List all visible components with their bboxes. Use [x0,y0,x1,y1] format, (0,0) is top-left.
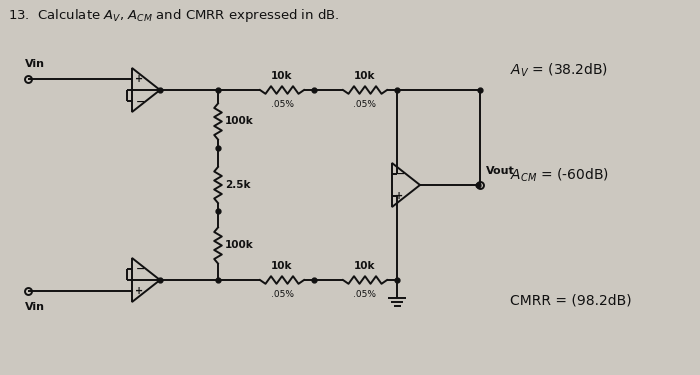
Text: .05%: .05% [354,100,377,109]
Text: .05%: .05% [270,290,293,299]
Text: +: + [136,286,144,297]
Text: Vin: Vin [25,58,45,69]
Text: −: − [136,96,145,106]
Text: −: − [136,264,145,273]
Text: 10k: 10k [354,71,376,81]
Text: .05%: .05% [270,100,293,109]
Text: 100k: 100k [225,240,253,250]
Text: 2.5k: 2.5k [225,180,251,190]
Text: .05%: .05% [354,290,377,299]
Text: −: − [395,168,405,178]
Text: Vin: Vin [25,303,45,312]
Text: CMRR = (98.2dB): CMRR = (98.2dB) [510,293,631,307]
Text: 100k: 100k [225,117,253,126]
Text: $A_V$ = (38.2dB): $A_V$ = (38.2dB) [510,61,608,79]
Text: Vout: Vout [486,166,514,176]
Text: 13.  Calculate $A_V$, $A_{CM}$ and CMRR expressed in dB.: 13. Calculate $A_V$, $A_{CM}$ and CMRR e… [8,7,340,24]
Text: 10k: 10k [272,71,293,81]
Text: +: + [136,74,144,84]
Text: +: + [395,192,404,201]
Text: 10k: 10k [272,261,293,271]
Text: 10k: 10k [354,261,376,271]
Text: $A_{CM}$ = (-60dB): $A_{CM}$ = (-60dB) [510,166,609,184]
